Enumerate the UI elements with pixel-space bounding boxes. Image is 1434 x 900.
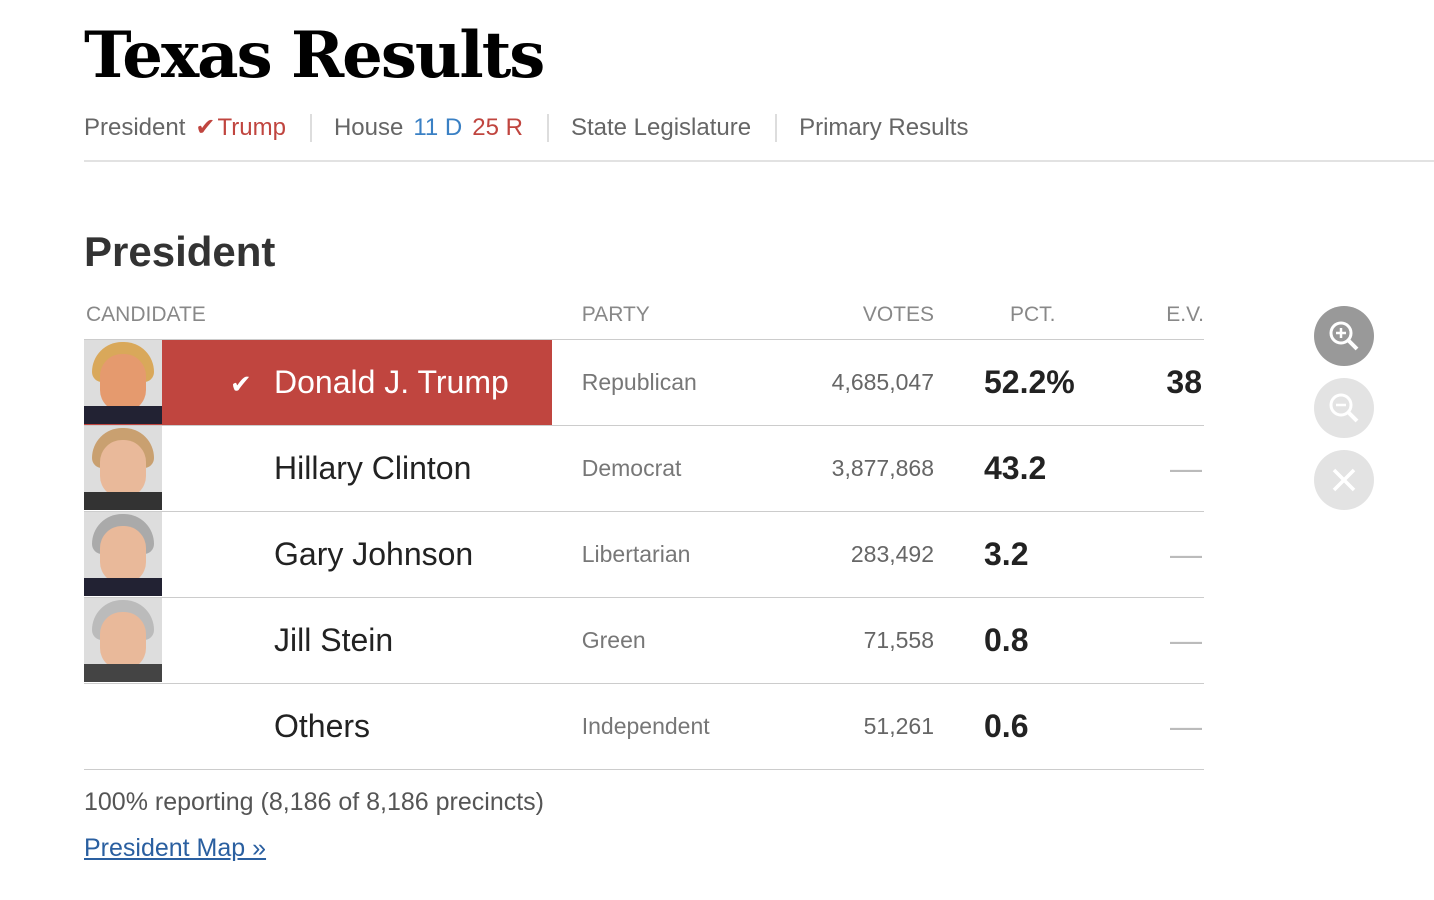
- ev: 38: [1114, 339, 1204, 426]
- party: Republican: [551, 339, 734, 426]
- candidate-cell: Gary Johnson: [230, 511, 552, 598]
- party: Independent: [551, 683, 734, 770]
- candidate-cell: Hillary Clinton: [230, 425, 552, 512]
- ev: —: [1114, 597, 1204, 684]
- table-row: Others Independent 51,261 0.6 —: [84, 683, 1204, 770]
- votes: 4,685,047: [734, 339, 934, 426]
- col-party: PARTY: [551, 292, 734, 340]
- col-candidate: CANDIDATE: [84, 292, 552, 340]
- table-row: Jill Stein Green 71,558 0.8 —: [84, 597, 1204, 684]
- candidate-name: Hillary Clinton: [274, 449, 472, 486]
- zoom-out-button[interactable]: [1314, 378, 1374, 438]
- results-table: CANDIDATE PARTY VOTES PCT. E.V. ✔ Donald …: [84, 292, 1204, 770]
- candidate-name: Donald J. Trump: [274, 363, 509, 400]
- ev: —: [1114, 683, 1204, 770]
- candidate-name: Others: [274, 707, 371, 744]
- results-nav: President ✔ Trump House 11 D 25 R State Legi…: [84, 114, 1434, 162]
- col-pct: PCT.: [934, 292, 1114, 340]
- close-button[interactable]: [1314, 450, 1374, 510]
- table-row: Hillary Clinton Democrat 3,877,868 43.2 …: [84, 425, 1204, 512]
- candidate-cell: ✔ Donald J. Trump: [230, 339, 552, 426]
- candidate-cell: Others: [230, 683, 552, 770]
- candidate-photo: [84, 597, 230, 684]
- candidate-cell: Jill Stein: [230, 597, 552, 684]
- zoom-in-icon: [1329, 321, 1359, 351]
- winner-check-icon: ✔: [230, 368, 252, 399]
- candidate-name: Jill Stein: [274, 621, 394, 658]
- nav-house-label: House: [333, 114, 404, 141]
- col-votes: VOTES: [734, 292, 934, 340]
- votes: 51,261: [734, 683, 934, 770]
- table-row: Gary Johnson Libertarian 283,492 3.2 —: [84, 511, 1204, 598]
- winner-check-icon: ✔: [195, 114, 216, 141]
- house-dem-count: 11 D: [413, 114, 463, 141]
- page-title: Texas Results: [84, 18, 545, 93]
- house-rep-count: 25 R: [472, 114, 523, 141]
- close-icon: [1332, 468, 1356, 492]
- nav-state-legislature[interactable]: State Legislature: [571, 114, 778, 142]
- ev: —: [1114, 511, 1204, 598]
- nav-house[interactable]: House 11 D 25 R: [334, 114, 549, 142]
- pct: 3.2: [934, 511, 1114, 598]
- pct: 52.2%: [934, 339, 1114, 426]
- zoom-out-icon: [1329, 393, 1359, 423]
- president-map-link[interactable]: President Map »: [84, 834, 267, 862]
- section-title: President: [84, 228, 276, 275]
- zoom-in-button[interactable]: [1314, 306, 1374, 366]
- pct: 0.6: [934, 683, 1114, 770]
- table-row: ✔ Donald J. Trump Republican 4,685,047 52…: [84, 339, 1204, 426]
- nav-president-label: President: [84, 114, 186, 141]
- votes: 283,492: [734, 511, 934, 598]
- candidate-photo: [84, 425, 230, 512]
- pct: 0.8: [934, 597, 1114, 684]
- party: Libertarian: [551, 511, 734, 598]
- nav-president-winner: Trump: [217, 114, 286, 141]
- pct: 43.2: [934, 425, 1114, 512]
- votes: 71,558: [734, 597, 934, 684]
- votes: 3,877,868: [734, 425, 934, 512]
- candidate-photo: [84, 511, 230, 598]
- candidate-name: Gary Johnson: [274, 535, 474, 572]
- col-ev: E.V.: [1114, 292, 1204, 340]
- party: Green: [551, 597, 734, 684]
- nav-president[interactable]: President ✔ Trump: [84, 114, 312, 142]
- party: Democrat: [551, 425, 734, 512]
- ev: —: [1114, 425, 1204, 512]
- nav-primary-results[interactable]: Primary Results: [799, 114, 969, 141]
- candidate-photo: [84, 339, 230, 426]
- reporting-status: 100% reporting (8,186 of 8,186 precincts…: [84, 788, 544, 816]
